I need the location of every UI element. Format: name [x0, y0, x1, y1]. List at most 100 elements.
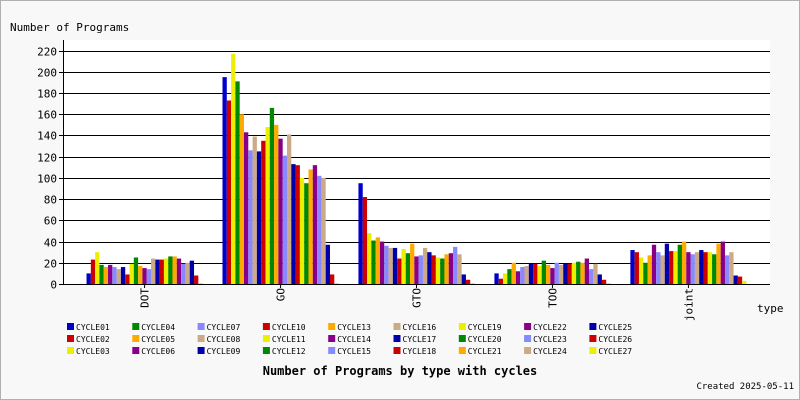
- legend-label-cycle14: CYCLE14: [337, 335, 371, 344]
- bar-cycle13-gto: [410, 243, 415, 284]
- created-date: Created 2025-05-11: [696, 382, 794, 392]
- bar-cycle25-go: [325, 244, 330, 284]
- legend-label-cycle21: CYCLE21: [468, 347, 502, 356]
- bar-cycle18-gto: [431, 255, 436, 284]
- legend-label-cycle18: CYCLE18: [403, 347, 437, 356]
- bar-cycle20-joint: [712, 254, 717, 284]
- bar-cycle25-dot: [189, 260, 195, 284]
- chart-title: Number of Programs by type with cycles: [262, 364, 538, 378]
- bar-cycle26-too: [601, 279, 607, 284]
- legend-label-cycle03: CYCLE03: [76, 347, 110, 356]
- x-tick-label: joint: [682, 288, 695, 321]
- legend-label-cycle09: CYCLE09: [207, 347, 241, 356]
- legend-label-cycle25: CYCLE25: [598, 323, 632, 332]
- bar-cycle08-go: [252, 136, 257, 284]
- legend-swatch-cycle25: [589, 323, 597, 330]
- bar-cycle05-too: [511, 262, 516, 284]
- bar-cycle18-joint: [703, 252, 708, 284]
- x-tick-label: GTO: [411, 288, 424, 308]
- y-tick-label: 0: [50, 279, 57, 292]
- bar-cycle22-dot: [176, 258, 182, 284]
- y-tick-label: 180: [37, 88, 57, 101]
- legend-label-cycle06: CYCLE06: [141, 347, 175, 356]
- bar-cycle07-too: [520, 267, 525, 284]
- legend-swatch-cycle11: [262, 335, 270, 342]
- bar-cycle21-gto: [444, 254, 449, 284]
- bar-cycle19-dot: [163, 258, 169, 284]
- bar-cycle16-joint: [694, 252, 700, 284]
- bar-cycle23-too: [589, 269, 594, 284]
- bar-cycle11-gto: [401, 248, 406, 284]
- bar-cycle24-go: [321, 177, 326, 284]
- bar-cycle01-go: [222, 77, 227, 284]
- bar-cycle10-dot: [125, 274, 130, 284]
- y-axis-label: Number of Programs: [10, 21, 130, 34]
- legend-swatch-cycle24: [524, 347, 532, 354]
- legend-swatch-cycle01: [67, 323, 74, 330]
- legend-swatch-cycle07: [197, 323, 205, 330]
- bar-cycle06-joint: [651, 244, 657, 284]
- bar-cycle03-joint: [638, 257, 644, 284]
- legend-label-cycle24: CYCLE24: [533, 347, 567, 356]
- bar-cycle24-dot: [185, 262, 190, 284]
- bar-cycle01-gto: [358, 183, 363, 284]
- legend-swatch-cycle16: [393, 323, 401, 330]
- bar-cycle06-gto: [379, 241, 385, 284]
- bar-cycle09-dot: [120, 267, 126, 284]
- bar-cycle26-gto: [465, 279, 471, 284]
- bar-cycle04-dot: [99, 264, 104, 284]
- legend-label-cycle02: CYCLE02: [76, 335, 110, 344]
- bar-cycle27-too: [606, 282, 611, 284]
- bar-cycle26-go: [329, 274, 335, 284]
- bar-cycle07-dot: [112, 267, 117, 284]
- bar-cycle14-go: [278, 138, 283, 284]
- bar-cycle08-dot: [116, 269, 121, 284]
- bar-cycle15-joint: [690, 254, 695, 284]
- bar-cycle27-dot: [198, 282, 203, 284]
- bar-cycle07-joint: [656, 252, 661, 284]
- legend-swatch-cycle26: [589, 335, 597, 342]
- legend-label-cycle05: CYCLE05: [141, 335, 175, 344]
- bar-cycle16-too: [558, 264, 564, 284]
- bar-cycle11-dot: [129, 263, 134, 284]
- bar-cycle26-dot: [194, 275, 199, 284]
- bar-cycle05-dot: [103, 267, 109, 284]
- bar-cycle17-go: [291, 164, 296, 284]
- legend-swatch-cycle10: [262, 323, 270, 330]
- legend-swatch-cycle02: [67, 335, 74, 342]
- bar-cycle21-dot: [172, 256, 177, 284]
- bar-cycle23-gto: [453, 246, 458, 284]
- bar-cycle18-dot: [159, 259, 164, 284]
- bar-cycle22-too: [584, 258, 590, 284]
- bar-cycle14-too: [550, 268, 555, 284]
- x-tick-label: GO: [275, 288, 288, 301]
- legend-label-cycle10: CYCLE10: [272, 323, 306, 332]
- bar-cycle14-dot: [142, 268, 147, 284]
- bar-cycle17-joint: [699, 250, 704, 284]
- bar-cycle12-joint: [677, 244, 682, 284]
- legend-label-cycle26: CYCLE26: [598, 335, 632, 344]
- legend-label-cycle12: CYCLE12: [272, 347, 306, 356]
- legend-swatch-cycle20: [458, 335, 466, 342]
- bar-cycle18-too: [567, 263, 572, 284]
- bar-cycle22-gto: [448, 253, 454, 284]
- legend-swatch-cycle19: [458, 323, 466, 330]
- legend-swatch-cycle13: [328, 323, 336, 330]
- legend-swatch-cycle15: [328, 347, 336, 354]
- bar-cycle02-go: [226, 100, 232, 284]
- y-tick-label: 220: [37, 46, 57, 59]
- y-tick-label: 160: [37, 109, 57, 122]
- bar-cycle02-gto: [362, 197, 368, 284]
- bar-cycle19-joint: [707, 252, 713, 284]
- bar-cycle19-go: [299, 177, 305, 284]
- bar-cycle11-joint: [673, 251, 678, 284]
- bar-cycle09-gto: [392, 247, 398, 284]
- bar-cycle04-go: [235, 81, 240, 285]
- bar-cycle13-joint: [681, 241, 687, 284]
- legend-swatch-cycle17: [393, 335, 401, 342]
- y-tick-label: 100: [37, 173, 57, 186]
- x-axis-label: type: [757, 302, 784, 315]
- bar-cycle18-go: [295, 165, 300, 284]
- bar-cycle17-too: [563, 263, 568, 284]
- bar-cycle25-gto: [461, 274, 466, 284]
